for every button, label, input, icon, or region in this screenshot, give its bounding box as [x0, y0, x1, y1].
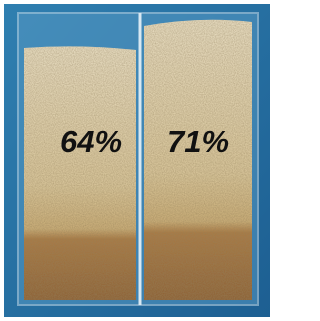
percent-label: 71% — [167, 124, 229, 159]
grain-left — [24, 46, 136, 300]
grain-right — [144, 20, 252, 300]
percent-label: 64% — [60, 124, 122, 159]
photo: 64% 71% — [0, 0, 274, 321]
